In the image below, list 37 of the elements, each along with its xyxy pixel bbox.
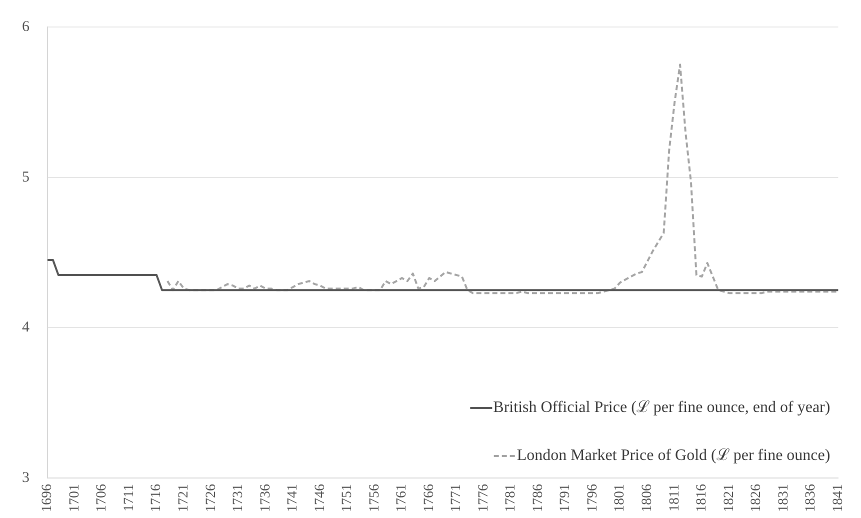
line-series bbox=[166, 64, 840, 294]
x-tick-label: 1821 bbox=[722, 484, 737, 512]
y-tick-label: 4 bbox=[22, 320, 30, 336]
x-tick-label: 1746 bbox=[312, 484, 328, 512]
x-tick-label: 1776 bbox=[476, 484, 492, 512]
y-tick-label: 6 bbox=[22, 18, 30, 35]
x-tick-label: 1836 bbox=[804, 484, 819, 512]
legend-label: London Market Price of Gold (ℒ per fine ounce) bbox=[516, 447, 830, 464]
x-tick-label: 1826 bbox=[749, 484, 764, 512]
x-tick-label: 1771 bbox=[449, 484, 464, 512]
x-tick-label: 1696 bbox=[40, 484, 56, 512]
x-tick-label: 1736 bbox=[258, 484, 274, 512]
x-tick-label: 1801 bbox=[612, 484, 628, 512]
x-tick-label: 1706 bbox=[94, 484, 110, 512]
x-tick-label: 1751 bbox=[340, 484, 356, 512]
x-tick-label: 1761 bbox=[394, 484, 410, 512]
x-tick-label: 1731 bbox=[231, 484, 246, 512]
x-tick-label: 1831 bbox=[776, 484, 792, 512]
x-tick-label: 1811 bbox=[667, 484, 682, 512]
x-tick-label: 1766 bbox=[422, 484, 437, 512]
x-tick-label: 1791 bbox=[558, 484, 574, 512]
y-tick-label: 5 bbox=[22, 169, 30, 186]
x-tick-label: 1816 bbox=[694, 484, 710, 512]
legend-label: British Official Price (ℒ per fine ounce, end of year) bbox=[493, 399, 830, 416]
x-tick-label: 1756 bbox=[367, 484, 382, 512]
x-tick-label: 1721 bbox=[176, 484, 192, 512]
x-tick-label: 1701 bbox=[67, 484, 82, 512]
x-tick-label: 1806 bbox=[640, 484, 656, 512]
x-tick-label: 1711 bbox=[122, 484, 137, 512]
x-tick-label: 1716 bbox=[149, 484, 164, 512]
x-tick-label: 1726 bbox=[204, 484, 219, 512]
x-tick-label: 1741 bbox=[286, 484, 301, 512]
x-tick-label: 1796 bbox=[585, 484, 600, 512]
x-tick-label: 1841 bbox=[830, 484, 846, 512]
x-tick-label: 1786 bbox=[530, 484, 546, 512]
x-tick-label: 1781 bbox=[504, 484, 519, 512]
y-tick-label: 3 bbox=[22, 470, 30, 486]
